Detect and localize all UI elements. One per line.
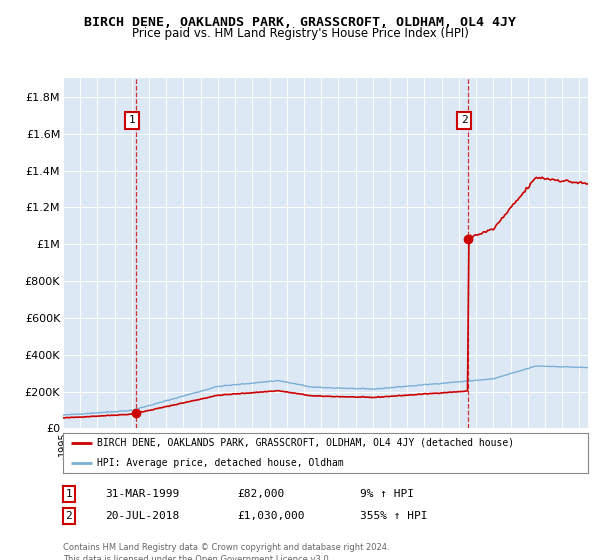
- Text: 31-MAR-1999: 31-MAR-1999: [105, 489, 179, 499]
- Text: 1: 1: [128, 115, 135, 125]
- Text: 355% ↑ HPI: 355% ↑ HPI: [360, 511, 427, 521]
- Text: BIRCH DENE, OAKLANDS PARK, GRASSCROFT, OLDHAM, OL4 4JY (detached house): BIRCH DENE, OAKLANDS PARK, GRASSCROFT, O…: [97, 438, 514, 448]
- Text: Contains HM Land Registry data © Crown copyright and database right 2024.
This d: Contains HM Land Registry data © Crown c…: [63, 543, 389, 560]
- Text: £82,000: £82,000: [237, 489, 284, 499]
- Text: 1: 1: [65, 489, 73, 499]
- Text: £1,030,000: £1,030,000: [237, 511, 305, 521]
- Text: HPI: Average price, detached house, Oldham: HPI: Average price, detached house, Oldh…: [97, 458, 344, 468]
- Text: 9% ↑ HPI: 9% ↑ HPI: [360, 489, 414, 499]
- Text: 2: 2: [65, 511, 73, 521]
- Text: Price paid vs. HM Land Registry's House Price Index (HPI): Price paid vs. HM Land Registry's House …: [131, 27, 469, 40]
- Text: 20-JUL-2018: 20-JUL-2018: [105, 511, 179, 521]
- Text: 2: 2: [461, 115, 467, 125]
- Text: BIRCH DENE, OAKLANDS PARK, GRASSCROFT, OLDHAM, OL4 4JY: BIRCH DENE, OAKLANDS PARK, GRASSCROFT, O…: [84, 16, 516, 29]
